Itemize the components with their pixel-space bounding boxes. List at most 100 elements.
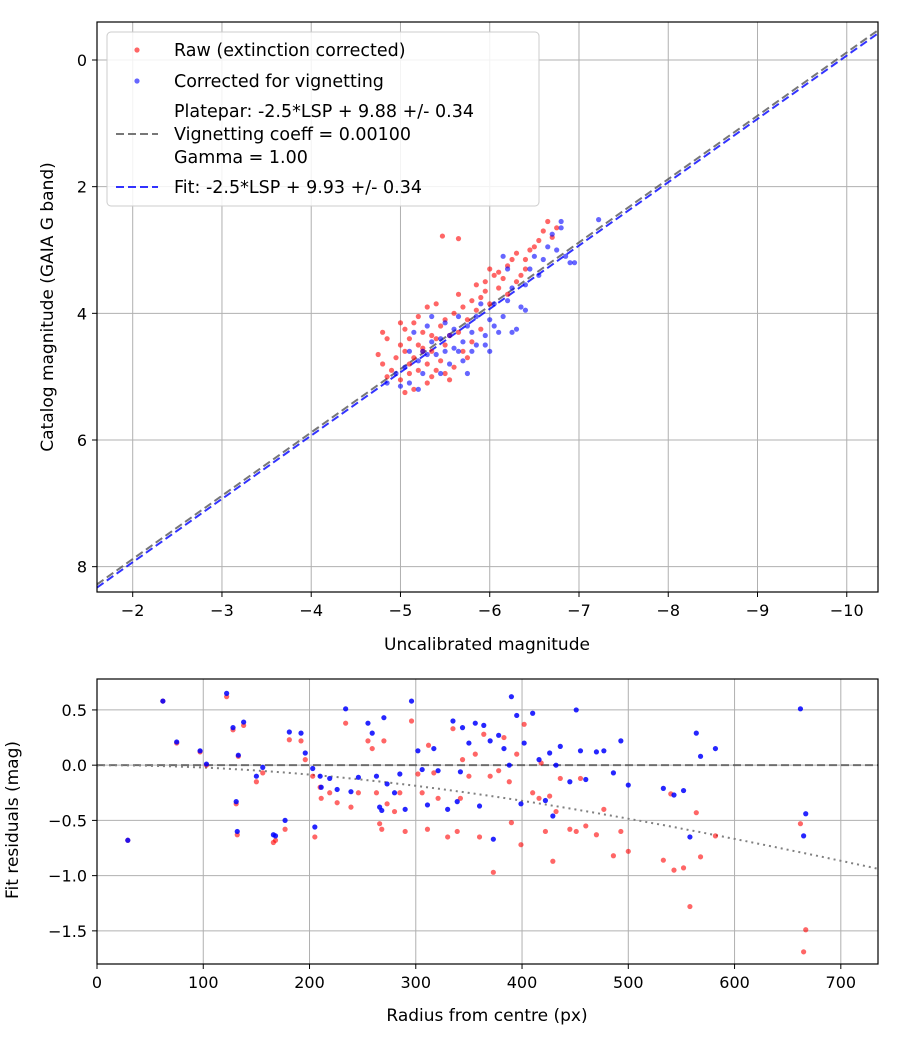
residual-point — [557, 775, 563, 782]
data-point — [460, 358, 466, 364]
residual-point — [457, 769, 464, 775]
residual-point — [377, 821, 383, 827]
fit-line-fit — [97, 32, 878, 589]
residual-point — [542, 828, 549, 835]
data-point — [375, 351, 381, 358]
data-point — [442, 320, 448, 326]
x-tick-label: 500 — [613, 973, 644, 992]
residual-point — [369, 730, 375, 736]
residual-point — [496, 732, 502, 738]
residual-point — [402, 806, 408, 812]
residual-point — [343, 720, 349, 726]
data-point — [482, 342, 488, 348]
residual-point — [445, 834, 451, 840]
data-point — [384, 336, 390, 342]
data-point — [384, 374, 390, 380]
residuals-plot-frame — [96, 678, 879, 965]
legend-corrected-label: Corrected for vignetting — [174, 72, 384, 92]
data-point — [518, 304, 524, 310]
residual-point — [803, 811, 809, 817]
data-point — [487, 266, 493, 272]
residual-point — [567, 826, 573, 832]
data-point — [522, 256, 529, 263]
residual-point — [514, 751, 520, 757]
data-point — [527, 247, 533, 253]
residual-point — [424, 802, 431, 808]
data-point — [491, 272, 497, 278]
residual-point — [542, 797, 549, 804]
residual-point — [547, 793, 553, 799]
x-tick-label: −6 — [478, 601, 502, 620]
x-tick-label: −10 — [830, 601, 864, 620]
residual-point — [365, 738, 371, 744]
calibration-x-ticks: −2 −3 −4 −5 −6 −7 −8 −9 −10 — [121, 592, 864, 620]
y-tick-label: 0.5 — [62, 701, 87, 720]
x-tick-label: 0 — [92, 973, 102, 992]
residual-point — [472, 751, 478, 757]
residual-point — [550, 813, 556, 819]
residual-point — [660, 857, 666, 863]
data-point — [522, 266, 529, 272]
residual-point — [282, 817, 288, 823]
residual-point — [327, 790, 333, 796]
data-point — [596, 217, 602, 223]
residual-point — [431, 745, 437, 752]
data-point — [420, 348, 426, 354]
data-point — [411, 355, 417, 361]
data-point — [504, 291, 511, 297]
data-point — [393, 370, 399, 377]
data-point — [429, 332, 435, 339]
data-point — [469, 298, 475, 304]
residual-point — [125, 837, 131, 843]
calibration-plot: −2 −3 −4 −5 −6 −7 −8 −9 −10 0 2 4 6 8 Raw (extinctio… — [38, 21, 879, 655]
residual-point — [457, 795, 464, 801]
data-point — [567, 260, 573, 266]
residual-point — [553, 762, 559, 768]
residual-point — [712, 745, 719, 752]
data-point — [563, 253, 569, 259]
residual-point — [302, 750, 308, 756]
residual-point — [625, 782, 631, 788]
data-point — [442, 342, 448, 348]
legend: Raw (extinction corrected) Corrected for… — [106, 31, 540, 207]
residual-point — [530, 790, 536, 796]
fit-line-platepar — [97, 29, 878, 586]
residual-point — [286, 737, 292, 743]
data-point — [473, 342, 479, 348]
residual-point — [697, 854, 704, 860]
data-point — [455, 329, 462, 335]
data-point — [411, 320, 417, 326]
residuals-plot-background — [97, 679, 878, 964]
data-point — [478, 294, 484, 301]
data-point — [513, 326, 520, 332]
data-point — [571, 260, 578, 266]
residual-point — [445, 806, 451, 812]
residual-point — [536, 795, 542, 801]
data-point — [460, 339, 466, 345]
data-point — [451, 326, 457, 332]
residual-point — [397, 771, 403, 777]
data-point — [406, 336, 412, 342]
y-tick-label: 2 — [77, 178, 87, 197]
data-point — [384, 380, 390, 386]
data-point — [415, 313, 421, 320]
residual-point — [425, 742, 432, 748]
residual-point — [797, 706, 804, 712]
residual-point — [424, 826, 431, 832]
data-point — [415, 386, 421, 392]
residual-point — [253, 779, 259, 785]
residual-point — [490, 869, 496, 875]
data-point — [438, 323, 444, 329]
x-tick-label: −9 — [746, 601, 770, 620]
data-point — [406, 361, 412, 367]
residual-point — [318, 795, 324, 801]
data-point — [482, 332, 488, 339]
residual-point — [282, 826, 288, 832]
residual-point — [369, 745, 375, 752]
legend-raw-marker — [134, 47, 140, 53]
residuals-plot: 0 100 200 300 400 500 600 700 0.5 0.0 −0.5 −1.0 −1.… — [3, 678, 879, 1026]
residual-point — [408, 718, 415, 724]
data-point — [500, 275, 506, 282]
data-point — [558, 218, 564, 225]
residual-point — [550, 858, 556, 864]
